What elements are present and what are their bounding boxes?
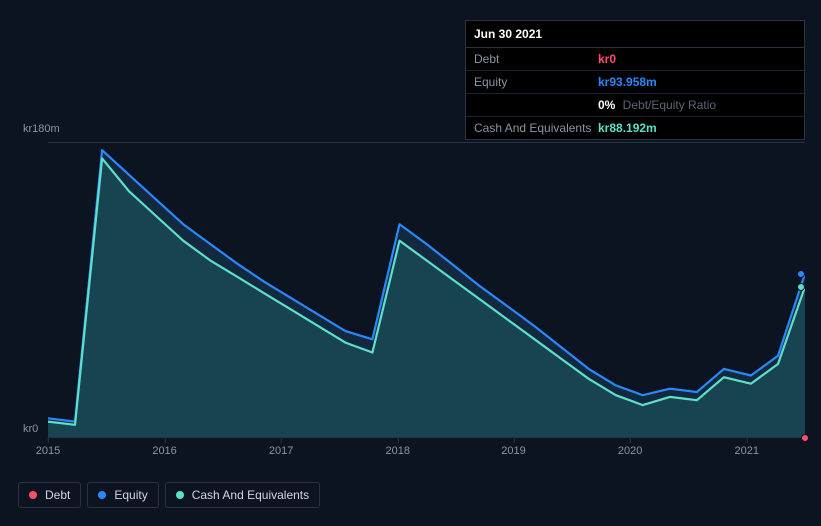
chart-plot-area	[48, 142, 805, 438]
tooltip-row-suffix: Debt/Equity Ratio	[619, 98, 716, 112]
x-axis-label: 2017	[269, 445, 293, 457]
tooltip-row-value: kr0	[598, 52, 616, 66]
tooltip-row-label: Cash And Equivalents	[474, 121, 598, 135]
x-axis-label: 2020	[618, 445, 642, 457]
tooltip-row: Debtkr0	[466, 48, 804, 71]
x-axis-label: 2021	[734, 445, 758, 457]
chart-container: Jun 30 2021 Debtkr0Equitykr93.958m0% Deb…	[0, 0, 821, 526]
tooltip-row-value: 0% Debt/Equity Ratio	[598, 98, 716, 112]
x-axis: 2015201620172018201920202021	[48, 445, 805, 465]
legend-dot-icon	[176, 491, 184, 499]
x-axis-label: 2015	[36, 445, 60, 457]
legend-item-equity[interactable]: Equity	[87, 482, 158, 508]
tooltip-row-label: Debt	[474, 52, 598, 66]
y-axis-label: kr0	[23, 423, 38, 435]
legend-dot-icon	[98, 491, 106, 499]
tooltip-row-value: kr93.958m	[598, 75, 657, 89]
legend-label: Debt	[45, 488, 70, 502]
chart-legend: Debt Equity Cash And Equivalents	[18, 482, 320, 508]
x-axis-label: 2019	[501, 445, 525, 457]
legend-dot-icon	[29, 491, 37, 499]
series-end-marker	[801, 434, 809, 442]
series-end-marker	[797, 283, 805, 291]
chart-tooltip: Jun 30 2021 Debtkr0Equitykr93.958m0% Deb…	[465, 20, 805, 140]
x-axis-label: 2018	[385, 445, 409, 457]
legend-label: Equity	[114, 488, 147, 502]
tooltip-row: Equitykr93.958m	[466, 71, 804, 94]
tooltip-row: 0% Debt/Equity Ratio	[466, 94, 804, 117]
tooltip-row-label	[474, 98, 598, 112]
tooltip-row: Cash And Equivalentskr88.192m	[466, 117, 804, 139]
legend-item-debt[interactable]: Debt	[18, 482, 81, 508]
legend-label: Cash And Equivalents	[192, 488, 309, 502]
tooltip-row-label: Equity	[474, 75, 598, 89]
tooltip-row-value: kr88.192m	[598, 121, 657, 135]
legend-item-cash[interactable]: Cash And Equivalents	[165, 482, 320, 508]
chart-svg	[48, 142, 805, 438]
x-axis-label: 2016	[152, 445, 176, 457]
y-axis-label: kr180m	[23, 123, 60, 135]
tooltip-date: Jun 30 2021	[466, 21, 804, 48]
series-end-marker	[797, 270, 805, 278]
